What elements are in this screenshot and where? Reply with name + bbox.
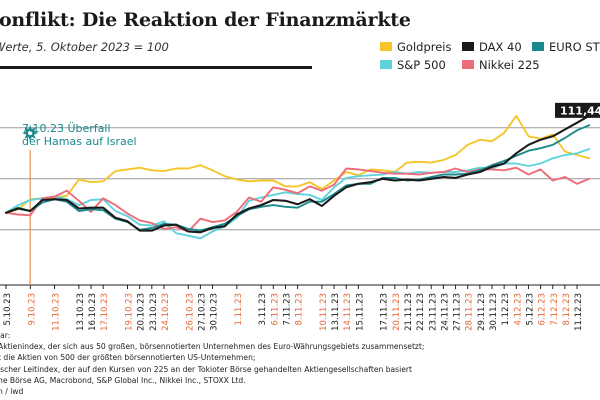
- x-tick-label: 19.10.23: [125, 293, 135, 331]
- footnote-heading: lar:: [0, 331, 11, 340]
- x-tick-label: 5.12.23: [525, 293, 535, 325]
- series-line-eurostoxx: [5, 124, 591, 232]
- x-tick-label: 11.12.23: [574, 293, 584, 331]
- x-tick-label: 20.11.23: [392, 293, 402, 331]
- x-tick-label: 22.11.23: [416, 293, 426, 331]
- x-tick-label: 1.11.23: [234, 293, 244, 325]
- footnote-eurostoxx: Aktienindex, der sich aus 50 großen, bör…: [0, 342, 425, 352]
- x-tick-label: 21.11.23: [404, 293, 414, 331]
- series-line-nikkei: [5, 166, 591, 233]
- x-tick-label: 6.12.23: [538, 293, 548, 325]
- x-tick-label: 4.12.23: [513, 293, 523, 325]
- x-tick-label: 8.11.23: [295, 293, 305, 325]
- title-rule: [0, 66, 312, 69]
- x-tick-label: 29.11.23: [477, 293, 487, 331]
- x-tick-label: 16.10.23: [88, 293, 98, 331]
- series-line-gold: [5, 114, 591, 214]
- event-star-center: [27, 130, 33, 136]
- x-tick-label: 13.11.23: [331, 293, 341, 331]
- legend-swatch-nikkei: [462, 60, 474, 69]
- footnote-credit: n / iwd: [0, 387, 24, 397]
- legend-label-eurostoxx: EURO STOXX: [549, 40, 600, 54]
- x-tick-label: 13.10.23: [76, 293, 86, 331]
- x-tick-label: 15.11.23: [355, 293, 365, 331]
- legend-item-sp500: S&P 500: [380, 58, 446, 72]
- legend-swatch-dax: [462, 42, 474, 51]
- x-tick-label: 23.10.23: [149, 293, 159, 331]
- x-tick-label: 5.10.23: [3, 293, 13, 325]
- x-tick-label: 30.11.23: [489, 293, 499, 331]
- x-tick-label: 24.11.23: [440, 293, 450, 331]
- legend-swatch-sp500: [380, 60, 392, 69]
- x-tick-label: 23.11.23: [428, 293, 438, 331]
- x-tick-label: 3.11.23: [258, 293, 268, 325]
- x-tick-label: 9.10.23: [27, 293, 37, 325]
- x-tick-label: 26.10.23: [185, 293, 195, 331]
- legend-swatch-gold: [380, 42, 392, 51]
- x-tick-label: 30.10.23: [210, 293, 220, 331]
- legend-label-sp500: S&P 500: [397, 58, 446, 72]
- x-tick-label: 7.11.23: [282, 293, 292, 325]
- x-tick-label: 6.11.23: [270, 293, 280, 325]
- value-label: 111,44: [560, 104, 600, 117]
- footnote-sources: he Börse AG, Macrobond, S&P Global Inc.,…: [0, 375, 246, 385]
- legend-label-dax: DAX 40: [479, 40, 522, 54]
- x-tick-label: 11.10.23: [52, 293, 62, 331]
- x-tick-label: 27.10.23: [197, 293, 207, 331]
- footnote-sp500: t die Aktien von 500 der größten börsenn…: [0, 353, 256, 363]
- annotation-line-1: 7.10.23 Überfall: [22, 122, 111, 135]
- x-tick-label: 27.11.23: [453, 293, 463, 331]
- legend-item-nikkei: Nikkei 225: [462, 58, 540, 72]
- legend-item-dax: DAX 40: [462, 40, 522, 54]
- series-line-dax: [4, 114, 591, 234]
- x-tick-label: 10.11.23: [319, 293, 329, 331]
- value-label-box: [555, 102, 600, 118]
- x-tick-label: 17.10.23: [100, 293, 110, 331]
- legend-swatch-eurostoxx: [532, 42, 544, 51]
- x-tick-label: 8.12.23: [562, 293, 572, 325]
- legend-item-eurostoxx: EURO STOXX: [532, 40, 600, 54]
- chart-title: konflikt: Die Reaktion der Finanzmärkte: [0, 9, 411, 31]
- annotation-line-2: der Hamas auf Israel: [22, 135, 137, 148]
- x-tick-label: 28.11.23: [465, 293, 475, 331]
- footnotes: lar: Aktienindex, der sich aus 50 großen…: [0, 330, 424, 397]
- legend-item-gold: Goldpreis: [380, 40, 451, 54]
- footnote-nikkei: ischer Leitindex, der auf den Kursen von…: [0, 364, 413, 374]
- x-tick-label: 14.11.23: [343, 293, 353, 331]
- legend-label-gold: Goldpreis: [397, 40, 452, 54]
- x-tick-label: 20.10.23: [137, 293, 147, 331]
- legend-label-nikkei: Nikkei 225: [479, 58, 540, 72]
- x-tick-label: 17.11.23: [380, 293, 390, 331]
- x-tick-label: 7.12.23: [550, 293, 560, 325]
- x-tick-label: 1.12.23: [501, 293, 511, 325]
- chart-subtitle: Werte, 5. Oktober 2023 = 100: [0, 40, 169, 54]
- x-tick-label: 24.10.23: [161, 293, 171, 331]
